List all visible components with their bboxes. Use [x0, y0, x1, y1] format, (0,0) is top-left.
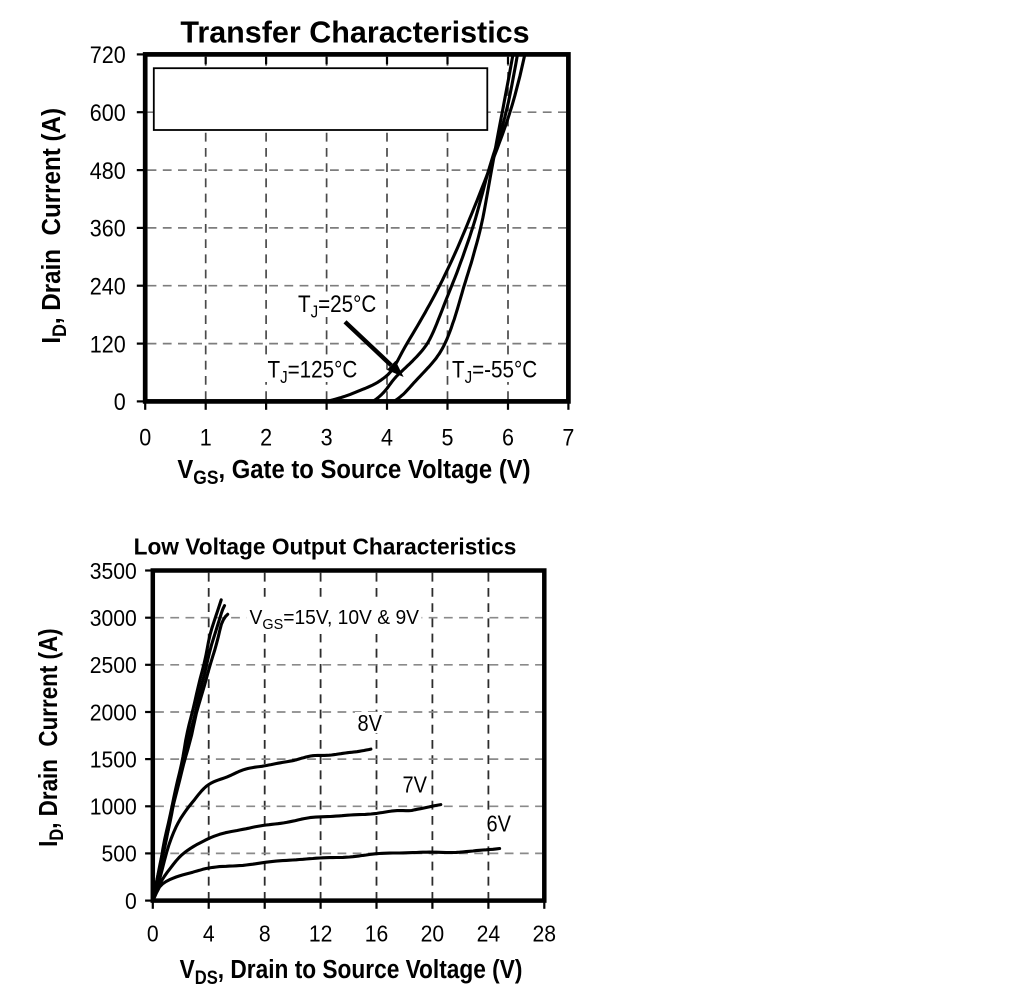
svg-text:0: 0: [125, 888, 137, 914]
svg-text:24: 24: [477, 920, 501, 946]
svg-text:6V: 6V: [487, 810, 512, 837]
svg-text:Transfer Characteristics: Transfer Characteristics: [180, 16, 529, 50]
svg-text:7: 7: [562, 423, 574, 451]
svg-text:3500: 3500: [90, 558, 137, 584]
svg-text:5: 5: [442, 423, 454, 451]
svg-text:3: 3: [321, 423, 333, 451]
svg-text:600: 600: [90, 99, 126, 127]
svg-text:3000: 3000: [90, 605, 137, 631]
svg-text:4: 4: [381, 423, 393, 451]
svg-text:480: 480: [90, 157, 126, 185]
svg-text:Low Voltage Output Characteris: Low Voltage Output Characteristics: [134, 533, 517, 559]
svg-text:500: 500: [102, 841, 137, 867]
svg-text:2: 2: [260, 423, 272, 451]
svg-text:28: 28: [533, 920, 557, 946]
svg-text:ID, Drain Current (A): ID, Drain Current (A): [35, 628, 68, 846]
svg-text:TJ=25°C: TJ=25°C: [298, 291, 376, 322]
svg-text:4: 4: [203, 920, 215, 946]
svg-text:720: 720: [90, 41, 126, 69]
svg-text:16: 16: [365, 920, 389, 946]
svg-text:360: 360: [90, 214, 126, 242]
svg-text:6: 6: [502, 423, 514, 451]
svg-text:120: 120: [90, 330, 126, 358]
svg-text:1500: 1500: [90, 747, 137, 773]
svg-text:VDS, Drain to Source Voltage (: VDS, Drain to Source Voltage (V): [180, 956, 523, 989]
svg-text:1: 1: [200, 423, 212, 451]
svg-text:2000: 2000: [90, 699, 137, 725]
svg-text:0: 0: [114, 388, 126, 416]
svg-text:8: 8: [259, 920, 271, 946]
svg-text:VGS, Gate to Source Voltage (V: VGS, Gate to Source Voltage (V): [177, 455, 530, 488]
svg-text:1000: 1000: [90, 794, 137, 820]
svg-text:ID, Drain Current (A): ID, Drain Current (A): [37, 108, 70, 344]
svg-text:12: 12: [309, 920, 333, 946]
svg-text:240: 240: [90, 272, 126, 300]
svg-text:0: 0: [139, 423, 151, 451]
svg-text:20: 20: [421, 920, 445, 946]
svg-text:2500: 2500: [90, 652, 137, 678]
svg-text:0: 0: [147, 920, 159, 946]
svg-text:7V: 7V: [403, 771, 428, 798]
svg-text:8V: 8V: [358, 710, 383, 737]
